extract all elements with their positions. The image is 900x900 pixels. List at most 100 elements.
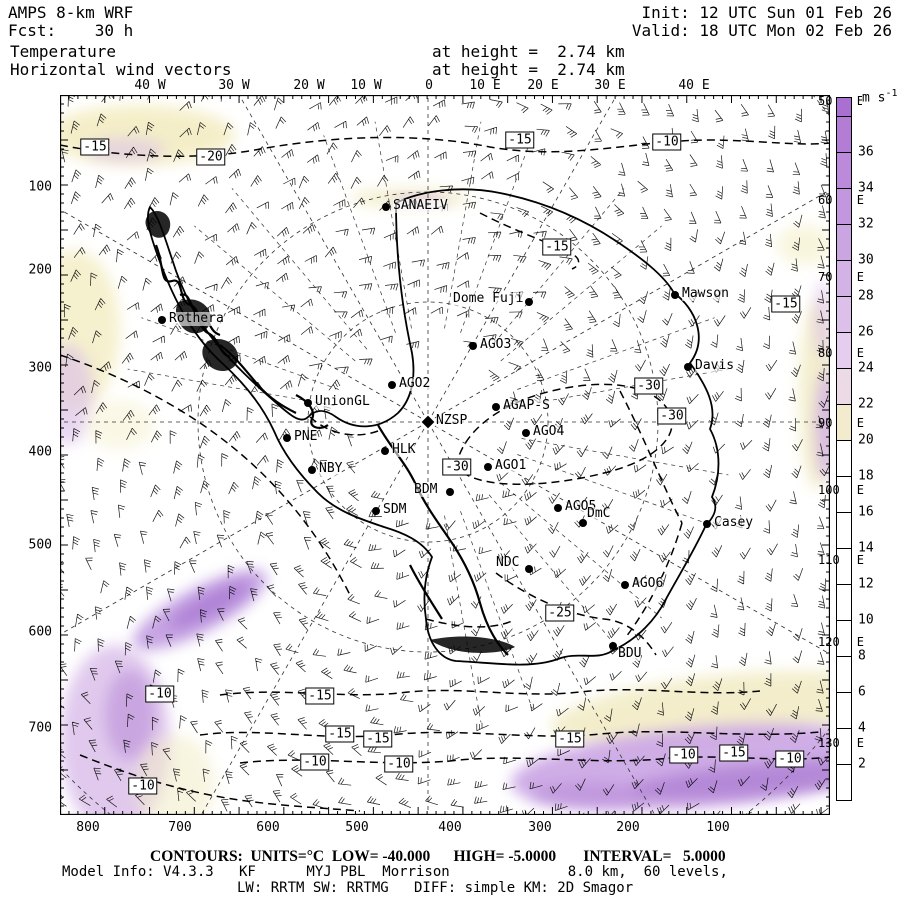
colorbar-tick-label: 28: [858, 288, 874, 304]
axis-label-right-longitude: 100 E: [818, 483, 864, 497]
forecast-hour: Fcst: 30 h: [8, 21, 134, 40]
axis-label-right-longitude: 60 E: [818, 193, 864, 207]
colorbar-tick-label: 26: [858, 324, 874, 340]
axis-label-top: 20 E: [527, 78, 559, 93]
contour-value-label: -10: [384, 755, 414, 773]
colorbar-tick-label: 14: [858, 540, 874, 556]
station-label: BDM: [414, 482, 438, 497]
axis-label-bottom: 500: [345, 820, 369, 835]
axis-label-left: 400: [28, 444, 52, 460]
colorbar-tick-label: 30: [858, 252, 874, 268]
contour-value-label: -10: [128, 777, 158, 795]
station-label: AGAP-S: [503, 398, 550, 413]
contour-value-label: -10: [775, 750, 805, 768]
axis-label-top: 10 W: [350, 78, 382, 93]
physics-info-line: LW: RRTM SW: RRTMG DIFF: simple KM: 2D S…: [237, 880, 634, 896]
contour-info-line: CONTOURS: UNITS=°C LOW= -40.000 HIGH= -5…: [150, 848, 726, 865]
station-label: Mawson: [682, 286, 729, 301]
lon-value: 50: [818, 94, 833, 108]
station-label: Davis: [695, 358, 735, 373]
station-marker: [492, 403, 500, 411]
contour-value-label: -15: [542, 238, 572, 256]
axis-label-left: 500: [28, 537, 52, 553]
station-marker: [308, 466, 316, 474]
colorbar-cell: [836, 368, 852, 405]
lon-hemisphere: E: [856, 416, 864, 430]
wind-speed-shading: [530, 783, 650, 807]
colorbar-tick-label: 32: [858, 216, 874, 232]
colorbar-tick-label: 36: [858, 144, 874, 160]
lon-value: 60: [818, 193, 833, 207]
colorbar-unit: m s-1: [862, 88, 898, 106]
colorbar-cell: [836, 656, 852, 693]
axis-label-bottom: 200: [616, 820, 640, 835]
colorbar-tick-label: 12: [858, 576, 874, 592]
station-label: Rothera: [169, 311, 224, 326]
station-marker: [469, 342, 477, 350]
station-marker: [372, 507, 380, 515]
lon-value: 90: [818, 416, 833, 430]
model-info-line: Model Info: V4.3.3 KF MYJ PBL Morrison 8…: [62, 864, 728, 880]
station-marker: [684, 363, 692, 371]
station-label: DmC: [587, 506, 611, 521]
init-time: Init: 12 UTC Sun 01 Feb 26: [641, 3, 892, 22]
colorbar-cell: [836, 692, 852, 729]
colorbar-tick-label: 16: [858, 504, 874, 520]
axis-label-left: 200: [28, 262, 52, 278]
lon-value: 110: [818, 553, 840, 567]
station-label: SDM: [383, 502, 407, 517]
station-marker: [579, 519, 587, 527]
station-marker: [703, 520, 711, 528]
station-marker: [621, 581, 629, 589]
station-label: AGO4: [533, 424, 565, 439]
colorbar-tick-label: 8: [858, 648, 866, 664]
lon-hemisphere: E: [856, 483, 864, 497]
colorbar-cell: [836, 116, 852, 153]
contour-value-label: -30: [657, 407, 687, 425]
colorbar-tick-label: 34: [858, 180, 874, 196]
wind-speed-shading: [169, 582, 251, 628]
axis-label-top: 0: [425, 78, 433, 93]
station-marker: [554, 504, 562, 512]
station-marker: [304, 399, 312, 407]
colorbar-tick-label: 20: [858, 432, 874, 448]
axis-label-bottom: 600: [256, 820, 280, 835]
axis-label-bottom: 800: [76, 820, 100, 835]
contour-value-label: -15: [325, 725, 355, 743]
axis-label-top: 40 E: [678, 78, 710, 93]
axis-label-right-longitude: 90 E: [818, 416, 864, 430]
lon-hemisphere: E: [856, 553, 864, 567]
wind-speed-shading: [777, 225, 830, 265]
axis-label-bottom: 100: [706, 820, 730, 835]
wind-speed-shading: [60, 345, 93, 445]
colorbar-tick-label: 4: [858, 720, 866, 736]
station-marker: [525, 298, 533, 306]
axis-label-bottom: 700: [168, 820, 192, 835]
station-marker: [158, 316, 166, 324]
lon-hemisphere: E: [856, 270, 864, 284]
field-name-temperature: Temperature: [10, 42, 116, 61]
station-label: AGO1: [495, 458, 527, 473]
axis-label-top: 40 W: [134, 78, 166, 93]
axis-label-right-longitude: 80 E: [818, 346, 864, 360]
contour-value-label: -10: [652, 133, 682, 151]
colorbar-cell: [836, 440, 852, 477]
lon-value: 130: [818, 736, 840, 750]
station-label: Casey: [714, 515, 754, 530]
axis-label-bottom: 400: [438, 820, 462, 835]
axis-label-top: 30 W: [218, 78, 250, 93]
axis-label-bottom: 300: [528, 820, 552, 835]
station-marker: [484, 463, 492, 471]
station-marker: [671, 291, 679, 299]
height-annotation-2: at height = 2.74 km: [432, 60, 625, 79]
axis-label-right-longitude: 120 E: [818, 635, 864, 649]
contour-value-label: -15: [719, 744, 749, 762]
colorbar-tick-label: 6: [858, 684, 866, 700]
colorbar-tick-label: 10: [858, 612, 874, 628]
station-label: AGO6: [632, 576, 664, 591]
station-marker: [525, 565, 533, 573]
contour-value-label: -20: [196, 148, 226, 166]
station-marker: [388, 381, 396, 389]
wind-speed-shading: [85, 400, 155, 450]
